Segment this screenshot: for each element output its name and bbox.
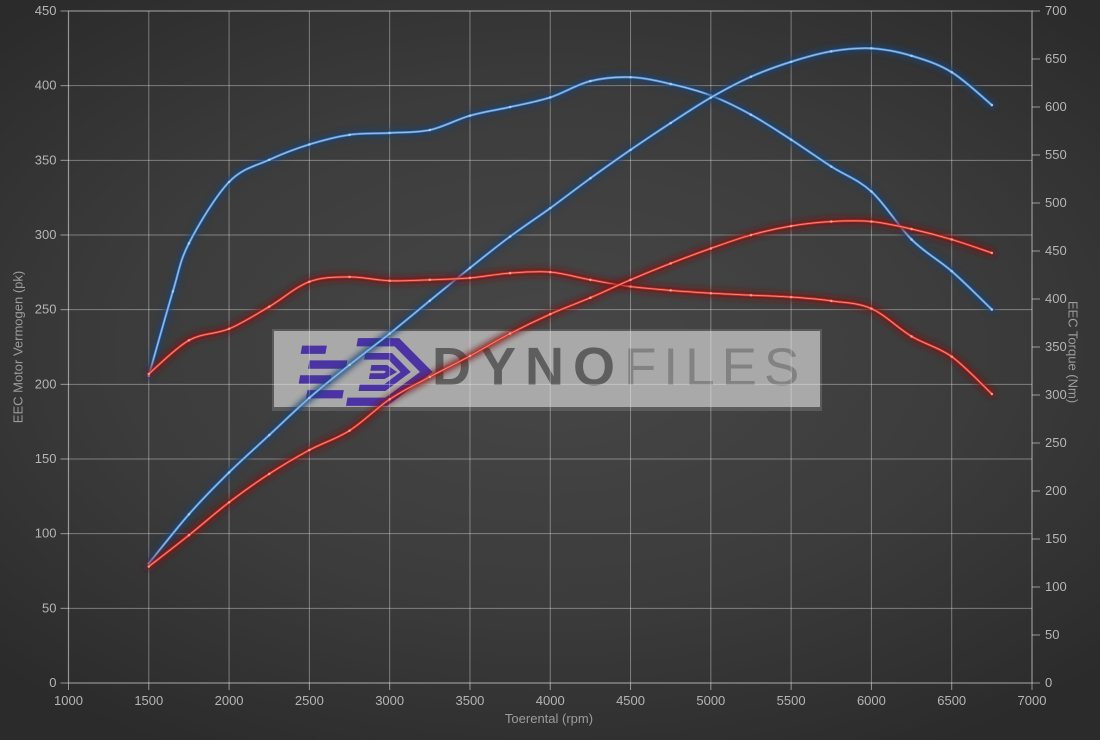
- svg-text:500: 500: [1045, 195, 1067, 210]
- svg-text:5500: 5500: [777, 693, 806, 708]
- svg-text:3500: 3500: [455, 693, 484, 708]
- svg-text:50: 50: [1045, 627, 1059, 642]
- svg-text:350: 350: [1045, 339, 1067, 354]
- svg-text:4500: 4500: [616, 693, 645, 708]
- svg-text:7000: 7000: [1018, 693, 1047, 708]
- svg-text:6500: 6500: [937, 693, 966, 708]
- left-axis-title: EEC Motor Vermogen (pk): [10, 270, 26, 424]
- svg-text:50: 50: [42, 600, 56, 615]
- svg-text:6000: 6000: [857, 693, 886, 708]
- svg-text:0: 0: [1045, 675, 1052, 690]
- svg-text:200: 200: [1045, 483, 1067, 498]
- watermark-brand-primary: Dyno: [432, 337, 625, 398]
- svg-text:5000: 5000: [696, 693, 725, 708]
- svg-text:2500: 2500: [295, 693, 324, 708]
- svg-text:450: 450: [1045, 243, 1067, 258]
- watermark-brand: DynoFiles: [432, 336, 806, 398]
- svg-text:350: 350: [35, 152, 57, 167]
- svg-text:100: 100: [1045, 579, 1067, 594]
- svg-text:150: 150: [1045, 531, 1067, 546]
- gridlines: [68, 11, 1032, 683]
- series-red-torque: [145, 267, 996, 398]
- svg-text:650: 650: [1045, 51, 1067, 66]
- svg-text:300: 300: [35, 227, 57, 242]
- svg-text:450: 450: [35, 3, 57, 18]
- svg-text:200: 200: [35, 376, 57, 391]
- tick-marks: [60, 10, 1040, 690]
- x-axis-title: Toerental (rpm): [504, 711, 594, 726]
- svg-text:700: 700: [1045, 3, 1067, 18]
- svg-text:0: 0: [49, 675, 56, 690]
- svg-text:150: 150: [35, 451, 57, 466]
- series-blue-torque: [145, 73, 996, 380]
- svg-text:550: 550: [1045, 147, 1067, 162]
- svg-text:400: 400: [1045, 291, 1067, 306]
- svg-text:400: 400: [35, 78, 57, 93]
- tick-labels: 1000 1500 2000 2500 3000 3500 4000 4500 5000 5500…: [35, 3, 1067, 708]
- svg-text:1000: 1000: [54, 693, 83, 708]
- svg-text:3000: 3000: [375, 693, 404, 708]
- svg-text:300: 300: [1045, 387, 1067, 402]
- svg-text:1500: 1500: [134, 693, 163, 708]
- svg-text:4000: 4000: [536, 693, 565, 708]
- svg-text:250: 250: [1045, 435, 1067, 450]
- watermark-brand-secondary: Files: [624, 338, 807, 398]
- svg-text:250: 250: [35, 302, 57, 317]
- svg-text:600: 600: [1045, 99, 1067, 114]
- series-blue-power: [145, 44, 996, 568]
- right-axis-title: EEC Torque (Nm): [1065, 300, 1081, 404]
- svg-text:100: 100: [35, 526, 57, 541]
- svg-text:2000: 2000: [215, 693, 244, 708]
- series-red-power: [145, 217, 996, 571]
